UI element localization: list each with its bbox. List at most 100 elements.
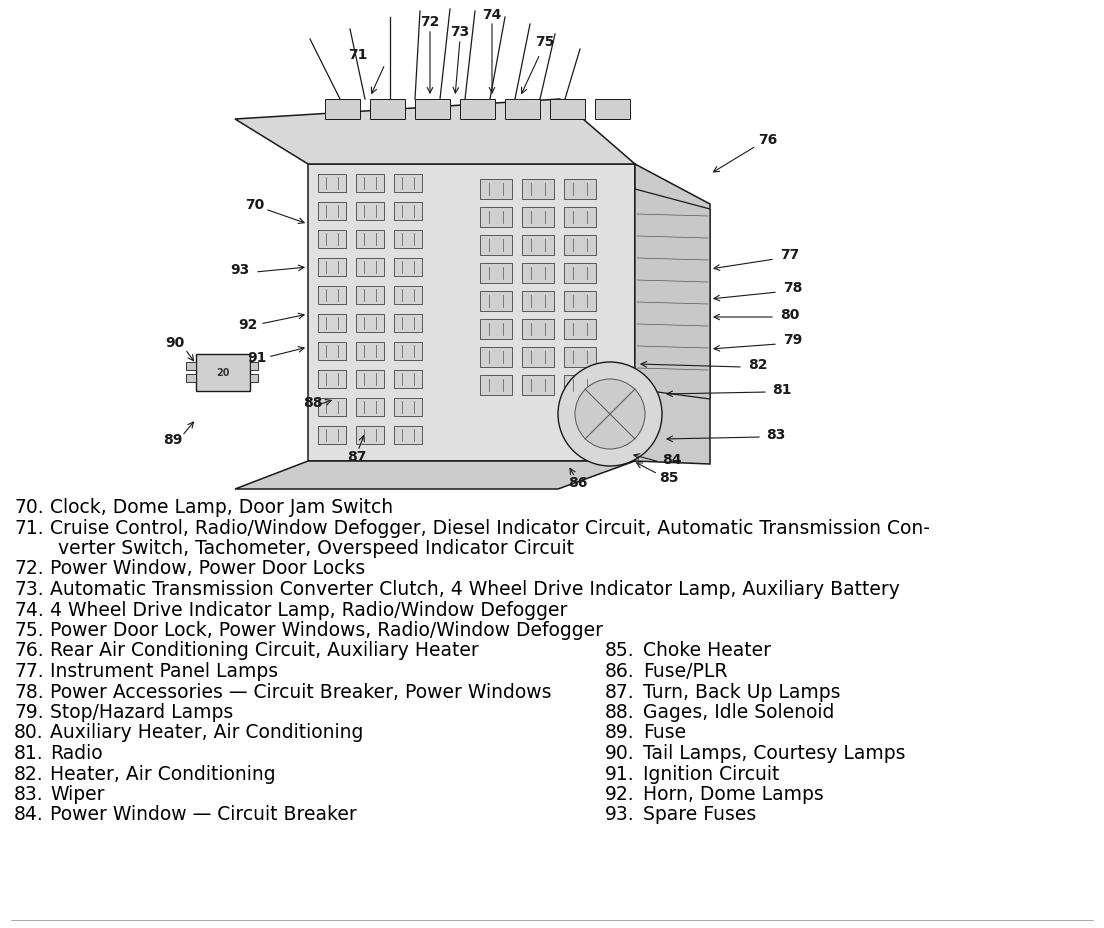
Text: Spare Fuses: Spare Fuses <box>643 805 756 824</box>
Polygon shape <box>394 370 422 389</box>
Text: 90.: 90. <box>605 743 635 762</box>
Polygon shape <box>480 291 512 312</box>
Text: 73.: 73. <box>14 579 44 599</box>
Circle shape <box>558 363 662 467</box>
Polygon shape <box>522 180 554 200</box>
Polygon shape <box>522 264 554 284</box>
Text: 92: 92 <box>238 317 257 331</box>
Polygon shape <box>480 376 512 395</box>
Text: Wiper: Wiper <box>50 784 105 803</box>
Polygon shape <box>355 370 384 389</box>
Polygon shape <box>394 398 422 417</box>
Text: 90: 90 <box>166 336 184 350</box>
Polygon shape <box>564 376 596 395</box>
Polygon shape <box>394 259 422 277</box>
Polygon shape <box>522 236 554 256</box>
Polygon shape <box>564 319 596 340</box>
Polygon shape <box>564 291 596 312</box>
Text: 87: 87 <box>348 449 367 463</box>
Text: 80.: 80. <box>14 723 44 741</box>
Text: 93: 93 <box>231 263 250 277</box>
Text: 78: 78 <box>784 280 803 295</box>
Text: 76: 76 <box>758 133 777 147</box>
Text: 74: 74 <box>482 8 501 22</box>
Text: 82.: 82. <box>14 764 44 782</box>
Polygon shape <box>480 208 512 227</box>
Text: 74.: 74. <box>14 599 44 619</box>
Polygon shape <box>355 398 384 417</box>
Polygon shape <box>318 174 346 193</box>
Polygon shape <box>595 100 630 120</box>
Polygon shape <box>355 287 384 304</box>
Polygon shape <box>522 348 554 367</box>
Text: 81: 81 <box>773 382 792 396</box>
Text: 4 Wheel Drive Indicator Lamp, Radio/Window Defogger: 4 Wheel Drive Indicator Lamp, Radio/Wind… <box>50 599 567 619</box>
Text: 88.: 88. <box>605 702 635 721</box>
Text: 89.: 89. <box>605 723 635 741</box>
Text: 86.: 86. <box>605 662 635 680</box>
Text: Power Window — Circuit Breaker: Power Window — Circuit Breaker <box>50 805 357 824</box>
Text: 78.: 78. <box>14 682 44 701</box>
Text: 84.: 84. <box>14 805 44 824</box>
Text: Ignition Circuit: Ignition Circuit <box>643 764 779 782</box>
Polygon shape <box>355 315 384 332</box>
Text: 72: 72 <box>421 15 439 29</box>
Polygon shape <box>522 376 554 395</box>
Polygon shape <box>394 287 422 304</box>
Text: Instrument Panel Lamps: Instrument Panel Lamps <box>50 662 278 680</box>
Polygon shape <box>318 342 346 361</box>
Text: 71: 71 <box>349 48 368 62</box>
Polygon shape <box>235 461 635 489</box>
Text: verter Switch, Tachometer, Overspeed Indicator Circuit: verter Switch, Tachometer, Overspeed Ind… <box>59 538 574 558</box>
Polygon shape <box>394 203 422 221</box>
Polygon shape <box>564 348 596 367</box>
Polygon shape <box>318 370 346 389</box>
Polygon shape <box>505 100 540 120</box>
Text: 73: 73 <box>450 25 469 39</box>
Text: 84: 84 <box>662 453 682 467</box>
Text: Gages, Idle Solenoid: Gages, Idle Solenoid <box>643 702 835 721</box>
Polygon shape <box>355 203 384 221</box>
Polygon shape <box>318 315 346 332</box>
Text: 70: 70 <box>245 198 265 212</box>
Polygon shape <box>480 348 512 367</box>
Polygon shape <box>522 208 554 227</box>
Polygon shape <box>394 427 422 445</box>
Text: Power Accessories — Circuit Breaker, Power Windows: Power Accessories — Circuit Breaker, Pow… <box>50 682 552 701</box>
Polygon shape <box>394 231 422 249</box>
Text: 92.: 92. <box>605 784 635 803</box>
Text: 71.: 71. <box>14 518 44 537</box>
Text: Cruise Control, Radio/Window Defogger, Diesel Indicator Circuit, Automatic Trans: Cruise Control, Radio/Window Defogger, D… <box>50 518 930 537</box>
Text: 77: 77 <box>781 248 799 262</box>
Polygon shape <box>318 203 346 221</box>
Polygon shape <box>564 236 596 256</box>
Text: 79.: 79. <box>14 702 44 721</box>
Polygon shape <box>480 236 512 256</box>
Polygon shape <box>415 100 450 120</box>
Text: 75: 75 <box>535 35 554 49</box>
Text: 87.: 87. <box>605 682 635 701</box>
Text: 91.: 91. <box>605 764 635 782</box>
Polygon shape <box>355 259 384 277</box>
Polygon shape <box>318 427 346 445</box>
Text: 70.: 70. <box>14 497 44 517</box>
Text: Choke Heater: Choke Heater <box>643 641 771 660</box>
Polygon shape <box>318 398 346 417</box>
Polygon shape <box>635 165 710 465</box>
Polygon shape <box>394 342 422 361</box>
Polygon shape <box>318 259 346 277</box>
Polygon shape <box>564 180 596 200</box>
Text: 77.: 77. <box>14 662 44 680</box>
Polygon shape <box>355 342 384 361</box>
Polygon shape <box>480 319 512 340</box>
Text: 76.: 76. <box>14 641 44 660</box>
Text: 82: 82 <box>749 357 767 371</box>
Polygon shape <box>522 291 554 312</box>
Polygon shape <box>564 264 596 284</box>
Polygon shape <box>394 174 422 193</box>
Text: 93.: 93. <box>605 805 635 824</box>
Polygon shape <box>370 100 405 120</box>
Text: 79: 79 <box>784 332 803 347</box>
Polygon shape <box>250 363 258 370</box>
Polygon shape <box>355 427 384 445</box>
